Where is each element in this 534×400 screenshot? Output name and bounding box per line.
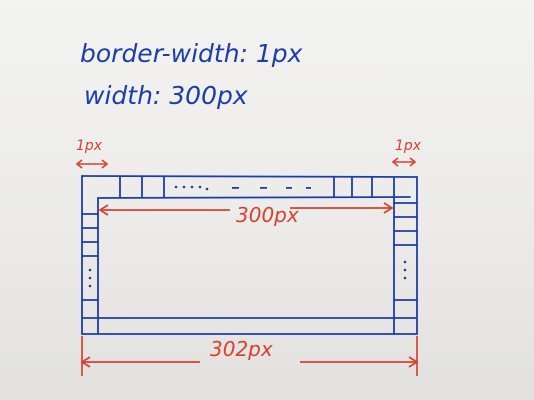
right-border-arrow xyxy=(391,157,417,167)
element-box xyxy=(81,175,418,335)
note-width: width: 300px xyxy=(84,81,248,110)
side-border-ellipsis xyxy=(88,260,407,288)
top-border-ellipsis xyxy=(174,185,311,191)
right-border-label: 1px xyxy=(395,138,422,154)
content-width-arrow xyxy=(98,202,394,216)
total-width-arrow xyxy=(80,336,419,376)
total-width-label: 302px xyxy=(210,337,273,361)
left-border-label: 1px xyxy=(76,138,103,154)
content-width-label: 300px xyxy=(236,203,299,227)
left-border-arrow xyxy=(75,159,109,169)
note-border-width: border-width: 1px xyxy=(80,39,303,68)
